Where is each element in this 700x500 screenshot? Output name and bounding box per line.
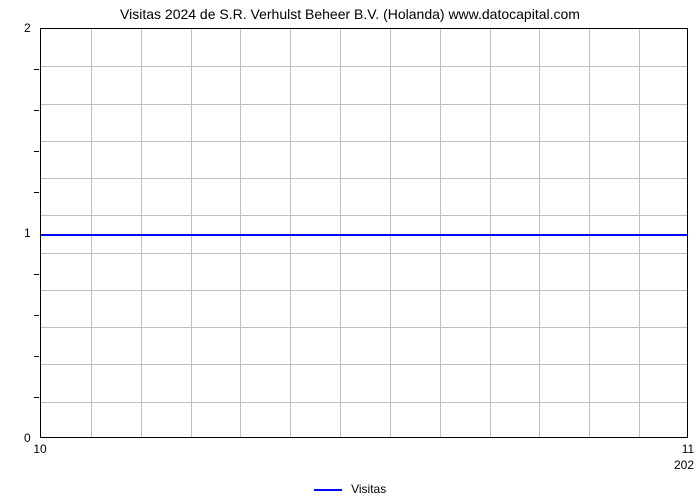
y-minor-tick [34,110,39,111]
gridline-vertical [240,29,241,437]
gridline-vertical [589,29,590,437]
y-tick-label: 0 [24,431,31,445]
x-tick-label-left: 10 [33,442,46,456]
y-minor-tick [34,192,39,193]
gridline-vertical [440,29,441,437]
gridline-vertical [390,29,391,437]
series-line [41,234,687,236]
gridline-horizontal [41,215,687,216]
gridline-vertical [191,29,192,437]
gridline-horizontal [41,253,687,254]
y-minor-tick [34,356,39,357]
gridline-vertical [340,29,341,437]
gridline-vertical [539,29,540,437]
gridline-vertical [141,29,142,437]
y-minor-tick [34,69,39,70]
y-tick-label: 1 [24,226,31,240]
gridline-horizontal [41,178,687,179]
gridline-horizontal [41,141,687,142]
legend: Visitas [0,482,700,496]
y-minor-tick [34,151,39,152]
gridline-horizontal [41,402,687,403]
legend-label: Visitas [351,482,386,496]
gridline-horizontal [41,104,687,105]
gridline-vertical [639,29,640,437]
y-minor-tick [34,274,39,275]
chart-title: Visitas 2024 de S.R. Verhulst Beheer B.V… [0,6,700,22]
plot-area [40,28,688,438]
gridline-horizontal [41,327,687,328]
gridline-vertical [490,29,491,437]
chart-container: Visitas 2024 de S.R. Verhulst Beheer B.V… [0,0,700,500]
gridline-horizontal [41,290,687,291]
y-minor-tick [34,397,39,398]
gridline-horizontal [41,66,687,67]
y-tick-label: 2 [24,21,31,35]
gridline-horizontal [41,364,687,365]
y-minor-tick [34,315,39,316]
legend-swatch [314,489,342,491]
gridline-vertical [91,29,92,437]
gridline-vertical [290,29,291,437]
x-tick-label-right: 11 [682,442,694,456]
x-secondary-label: 202 [674,458,694,472]
